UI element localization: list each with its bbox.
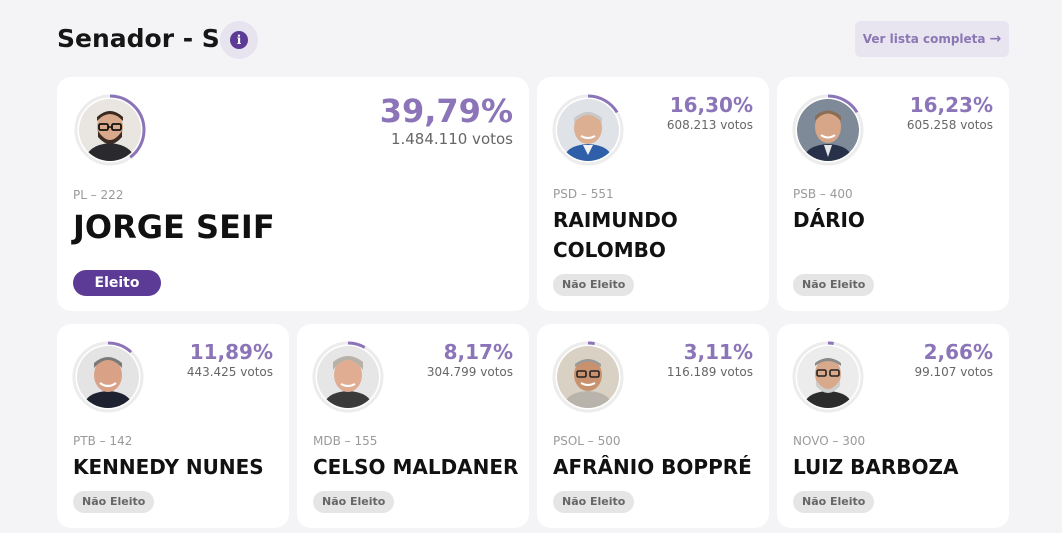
- candidate-avatar: [791, 93, 865, 167]
- party-number: PSB – 400: [793, 187, 853, 201]
- vote-percentage: 8,17%: [443, 340, 513, 364]
- vote-percentage: 16,30%: [669, 93, 753, 117]
- vote-percentage: 3,11%: [683, 340, 753, 364]
- vote-percentage: 39,79%: [379, 92, 513, 130]
- party-number: PSOL – 500: [553, 434, 621, 448]
- arrow-right-icon: →: [989, 31, 1002, 47]
- candidate-photo: [797, 99, 859, 161]
- candidate-card-celso-maldaner[interactable]: 8,17% 304.799 votos MDB – 155 CELSO MALD…: [297, 324, 529, 528]
- vote-share-ring: [792, 341, 864, 413]
- candidate-card-luiz-barboza[interactable]: 2,66% 99.107 votos NOVO – 300 LUIZ BARBO…: [777, 324, 1009, 528]
- not-elected-badge: Não Eleito: [313, 491, 395, 513]
- candidate-name: DÁRIO: [793, 208, 865, 232]
- elected-badge: Eleito: [73, 270, 161, 296]
- vote-share-ring: [312, 341, 384, 413]
- vote-share-ring: [74, 94, 146, 166]
- not-elected-badge: Não Eleito: [793, 274, 875, 296]
- candidate-name: AFRÂNIO BOPPRÉ: [553, 455, 752, 479]
- view-full-list-label: Ver lista completa: [862, 32, 986, 46]
- candidate-name: KENNEDY NUNES: [73, 455, 264, 479]
- vote-count: 605.258 votos: [906, 118, 993, 132]
- candidate-avatar: [311, 340, 385, 414]
- party-number: NOVO – 300: [793, 434, 866, 448]
- party-number: PSD – 551: [553, 187, 614, 201]
- candidate-card-kennedy-nunes[interactable]: 11,89% 443.425 votos PTB – 142 KENNEDY N…: [57, 324, 289, 528]
- candidate-photo: [797, 346, 859, 408]
- party-number: PL – 222: [73, 188, 124, 202]
- candidate-avatar: [551, 93, 625, 167]
- party-number: PTB – 142: [73, 434, 133, 448]
- info-button[interactable]: i: [220, 21, 258, 59]
- candidate-name: JORGE SEIF: [73, 208, 275, 246]
- candidate-avatar: [551, 340, 625, 414]
- candidate-avatar: [791, 340, 865, 414]
- vote-percentage: 11,89%: [189, 340, 273, 364]
- candidate-photo: [317, 346, 379, 408]
- vote-share-ring: [792, 94, 864, 166]
- candidate-photo: [557, 346, 619, 408]
- vote-percentage: 2,66%: [923, 340, 993, 364]
- party-number: MDB – 155: [313, 434, 378, 448]
- not-elected-badge: Não Eleito: [73, 491, 155, 513]
- candidate-avatar: [71, 340, 145, 414]
- view-full-list-button[interactable]: Ver lista completa →: [855, 21, 1009, 57]
- vote-percentage: 16,23%: [909, 93, 993, 117]
- not-elected-badge: Não Eleito: [793, 491, 875, 513]
- vote-count: 1.484.110 votos: [390, 130, 513, 148]
- candidate-card-afranio-boppre[interactable]: 3,11% 116.189 votos PSOL – 500 AFRÂNIO B…: [537, 324, 769, 528]
- info-icon: i: [230, 31, 248, 49]
- candidate-name: CELSO MALDANER: [313, 455, 519, 479]
- section-header: Senador - SC i Ver lista completa →: [57, 20, 1009, 60]
- vote-count: 443.425 votos: [186, 365, 273, 379]
- not-elected-badge: Não Eleito: [553, 274, 635, 296]
- vote-count: 304.799 votos: [426, 365, 513, 379]
- vote-count: 99.107 votos: [914, 365, 993, 379]
- vote-share-ring: [552, 341, 624, 413]
- page-title: Senador - SC: [57, 24, 239, 53]
- candidate-card-raimundo-colombo[interactable]: 16,30% 608.213 votos PSD – 551 RAIMUNDO …: [537, 77, 769, 311]
- candidate-name: RAIMUNDO COLOMBO: [553, 208, 678, 262]
- vote-count: 608.213 votos: [666, 118, 753, 132]
- vote-count: 116.189 votos: [666, 365, 753, 379]
- candidate-photo: [79, 99, 141, 161]
- candidate-card-dario[interactable]: 16,23% 605.258 votos PSB – 400 DÁRIO Não…: [777, 77, 1009, 311]
- not-elected-badge: Não Eleito: [553, 491, 635, 513]
- candidate-photo: [77, 346, 139, 408]
- candidate-name: LUIZ BARBOZA: [793, 455, 959, 479]
- candidate-photo: [557, 99, 619, 161]
- vote-share-ring: [72, 341, 144, 413]
- candidate-avatar: [73, 93, 147, 167]
- candidate-card-jorge-seif[interactable]: 39,79% 1.484.110 votos PL – 222 JORGE SE…: [57, 77, 529, 311]
- vote-share-ring: [552, 94, 624, 166]
